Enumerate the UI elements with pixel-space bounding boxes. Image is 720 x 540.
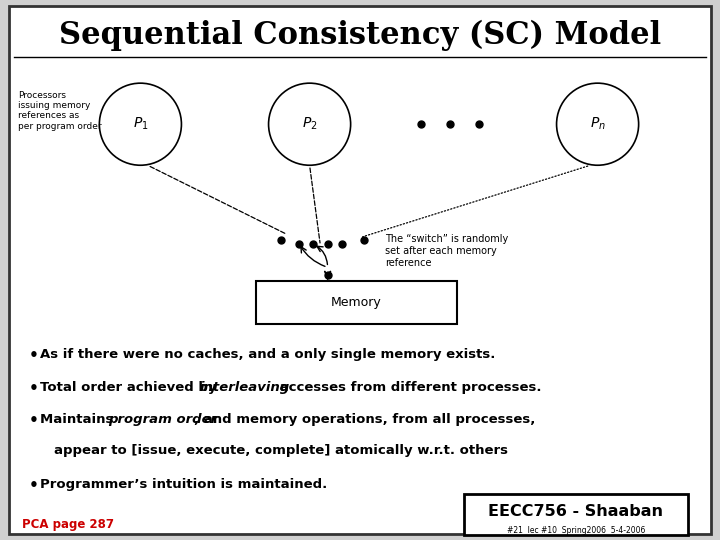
Text: Total order achieved by: Total order achieved by <box>40 381 221 394</box>
Text: PCA page 287: PCA page 287 <box>22 518 114 531</box>
Text: , and memory operations, from all processes,: , and memory operations, from all proces… <box>194 413 535 426</box>
Text: program order: program order <box>108 413 217 426</box>
Text: The “switch” is randomly
set after each memory
reference: The “switch” is randomly set after each … <box>385 234 508 268</box>
Text: $P_n$: $P_n$ <box>590 116 606 132</box>
Text: •: • <box>29 478 39 493</box>
Text: Maintains: Maintains <box>40 413 117 426</box>
Text: interleaving: interleaving <box>199 381 289 394</box>
Bar <box>256 281 457 324</box>
Text: •: • <box>29 348 39 363</box>
Text: As if there were no caches, and a only single memory exists.: As if there were no caches, and a only s… <box>40 348 495 361</box>
Text: $P_1$: $P_1$ <box>132 116 148 132</box>
Text: •: • <box>29 413 39 428</box>
Text: Memory: Memory <box>331 296 382 309</box>
Text: $P_2$: $P_2$ <box>302 116 318 132</box>
FancyBboxPatch shape <box>464 494 688 535</box>
Text: Sequential Consistency (SC) Model: Sequential Consistency (SC) Model <box>59 19 661 51</box>
Text: appear to [issue, execute, complete] atomically w.r.t. others: appear to [issue, execute, complete] ato… <box>54 444 508 457</box>
Text: accesses from different processes.: accesses from different processes. <box>275 381 541 394</box>
Text: •: • <box>29 381 39 396</box>
Text: #21  lec #10  Spring2006  5-4-2006: #21 lec #10 Spring2006 5-4-2006 <box>507 526 645 535</box>
Text: Programmer’s intuition is maintained.: Programmer’s intuition is maintained. <box>40 478 327 491</box>
Text: EECC756 - Shaaban: EECC756 - Shaaban <box>488 504 664 519</box>
Text: Processors
issuing memory
references as
per program order: Processors issuing memory references as … <box>18 91 102 131</box>
